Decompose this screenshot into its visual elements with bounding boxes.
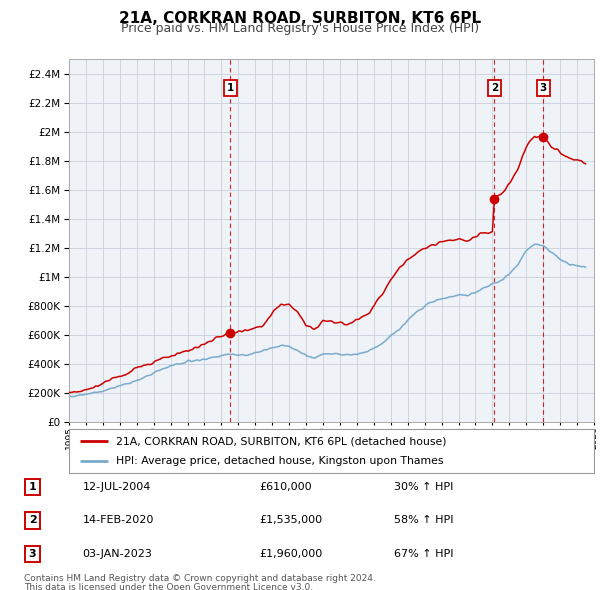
Text: 1: 1: [227, 83, 234, 93]
Text: 1: 1: [29, 482, 37, 492]
Text: 3: 3: [29, 549, 37, 559]
Text: £1,535,000: £1,535,000: [259, 516, 322, 526]
Text: Contains HM Land Registry data © Crown copyright and database right 2024.: Contains HM Land Registry data © Crown c…: [24, 574, 376, 584]
Text: 58% ↑ HPI: 58% ↑ HPI: [394, 516, 454, 526]
Text: This data is licensed under the Open Government Licence v3.0.: This data is licensed under the Open Gov…: [24, 584, 313, 590]
Text: 03-JAN-2023: 03-JAN-2023: [83, 549, 152, 559]
Text: 2: 2: [29, 516, 37, 526]
Text: 14-FEB-2020: 14-FEB-2020: [83, 516, 154, 526]
Text: HPI: Average price, detached house, Kingston upon Thames: HPI: Average price, detached house, King…: [116, 456, 444, 466]
Text: 21A, CORKRAN ROAD, SURBITON, KT6 6PL (detached house): 21A, CORKRAN ROAD, SURBITON, KT6 6PL (de…: [116, 437, 447, 446]
Text: 21A, CORKRAN ROAD, SURBITON, KT6 6PL: 21A, CORKRAN ROAD, SURBITON, KT6 6PL: [119, 11, 481, 25]
Text: Price paid vs. HM Land Registry's House Price Index (HPI): Price paid vs. HM Land Registry's House …: [121, 22, 479, 35]
Text: 12-JUL-2004: 12-JUL-2004: [83, 482, 151, 492]
Text: 2: 2: [491, 83, 498, 93]
Text: 67% ↑ HPI: 67% ↑ HPI: [394, 549, 454, 559]
Text: £1,960,000: £1,960,000: [259, 549, 322, 559]
Text: 30% ↑ HPI: 30% ↑ HPI: [394, 482, 454, 492]
Text: £610,000: £610,000: [259, 482, 311, 492]
Text: 3: 3: [540, 83, 547, 93]
